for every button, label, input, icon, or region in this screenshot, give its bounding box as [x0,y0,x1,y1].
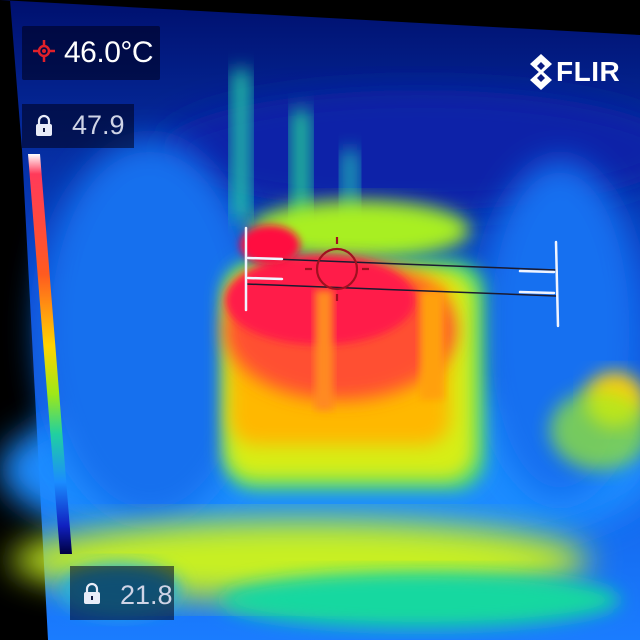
flir-logo-icon [530,54,552,90]
spot-temperature-value: 46.0°C [64,36,154,69]
color-scale-bar [28,154,72,554]
lock-icon [36,114,52,136]
spot-temperature-readout: 46.0°C [22,26,160,80]
crosshair-spot-icon [33,40,55,62]
scale-min-value: 21.8 [120,580,173,610]
lock-icon [84,582,100,604]
brand-name: FLIR [556,56,621,87]
scale-max-lock[interactable]: 47.9 [22,104,134,148]
scale-max-value: 47.9 [72,110,125,140]
line-measurement-overlay[interactable] [244,226,560,328]
flir-logo: FLIR [528,52,624,92]
spot-meter-crosshair[interactable] [305,237,369,301]
scale-min-lock[interactable]: 21.8 [70,566,174,620]
